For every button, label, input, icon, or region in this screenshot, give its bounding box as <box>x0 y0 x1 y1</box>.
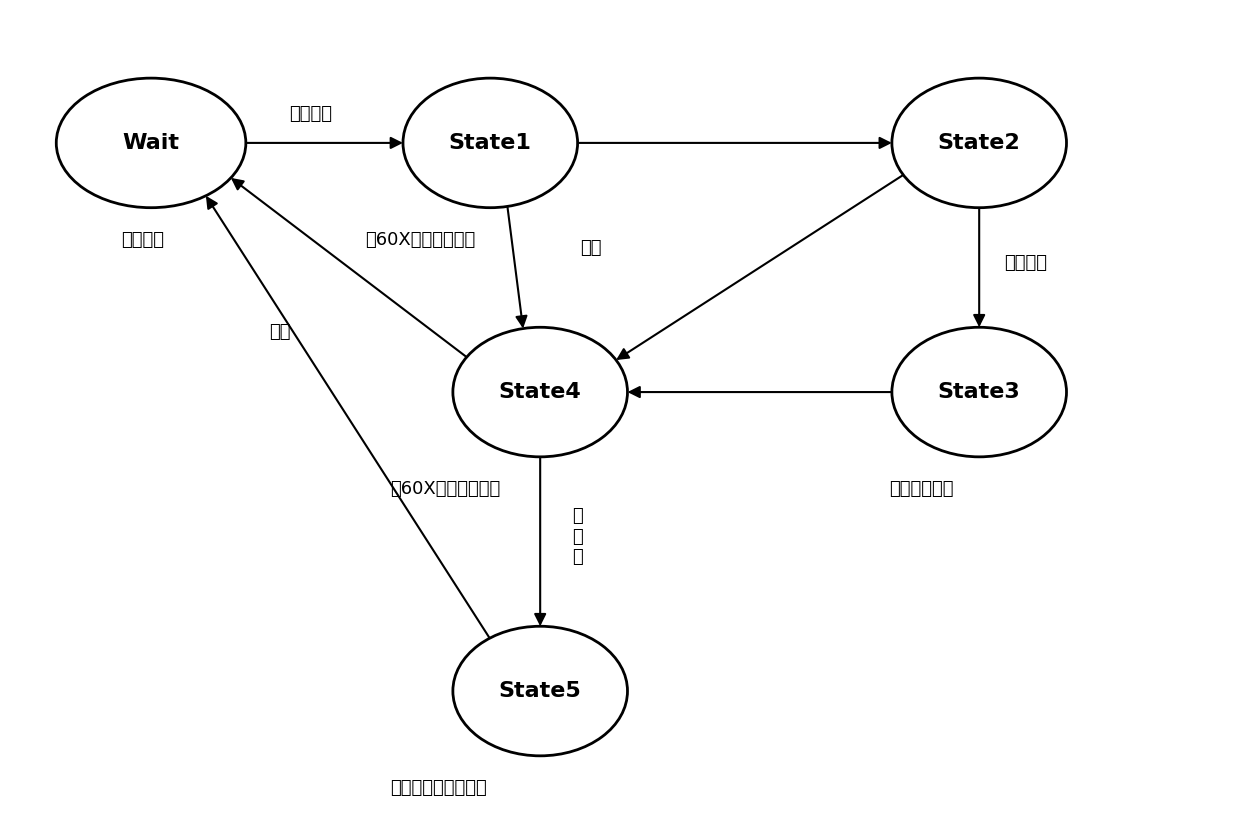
Ellipse shape <box>453 626 627 756</box>
Text: 总线信号比较: 总线信号比较 <box>889 480 954 498</box>
Ellipse shape <box>403 78 578 208</box>
Text: 单60X总线信号处理: 单60X总线信号处理 <box>366 231 476 248</box>
Text: 超时: 超时 <box>580 238 601 256</box>
Text: 错误报告与故障隔离: 错误报告与故障隔离 <box>391 778 487 797</box>
Ellipse shape <box>892 327 1066 457</box>
Text: State5: State5 <box>498 681 582 701</box>
Text: 初始状态: 初始状态 <box>122 231 164 248</box>
Text: State1: State1 <box>449 133 532 153</box>
Ellipse shape <box>453 327 627 457</box>
Ellipse shape <box>892 78 1066 208</box>
Text: State2: State2 <box>937 133 1021 153</box>
Ellipse shape <box>56 78 246 208</box>
Text: 总线请求: 总线请求 <box>289 105 332 123</box>
Text: State4: State4 <box>498 382 582 402</box>
Text: 不
匹
配: 不 匹 配 <box>572 507 583 566</box>
Text: State3: State3 <box>937 382 1021 402</box>
Text: 匹配: 匹配 <box>269 323 290 341</box>
Text: 等待锁步: 等待锁步 <box>1004 253 1047 271</box>
Text: Wait: Wait <box>123 133 180 153</box>
Text: 双60X总线信号处理: 双60X总线信号处理 <box>391 480 501 498</box>
